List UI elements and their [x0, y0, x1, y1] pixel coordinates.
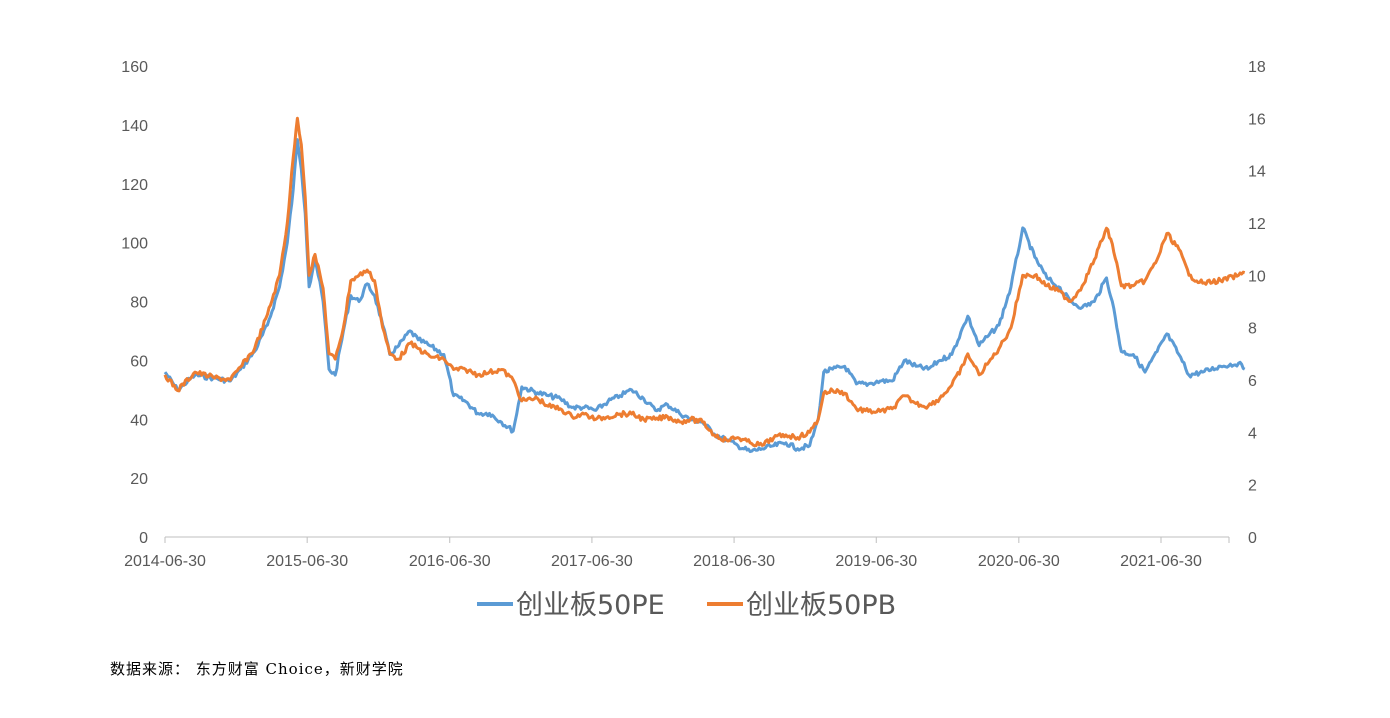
y-left-tick-label: 0: [139, 530, 148, 547]
x-tick-label: 2020-06-30: [978, 553, 1060, 570]
y-left-tick-label: 40: [130, 412, 148, 429]
y-right-tick-label: 8: [1248, 321, 1257, 338]
x-tick-label: 2019-06-30: [835, 553, 917, 570]
x-tick-label: 2018-06-30: [693, 553, 775, 570]
y-left-tick-label: 140: [121, 118, 148, 135]
y-left-tick-label: 20: [130, 471, 148, 488]
y-left-tick-label: 160: [121, 59, 148, 76]
y-left-tick-label: 60: [130, 353, 148, 370]
y-left-tick-label: 80: [130, 295, 148, 312]
series-line-pe: [163, 138, 1246, 454]
y-left-tick-label: 100: [121, 236, 148, 253]
x-tick-label: 2014-06-30: [124, 553, 206, 570]
y-right-tick-label: 12: [1248, 216, 1266, 233]
y-right-tick-label: 14: [1248, 164, 1266, 181]
y-right-tick-label: 6: [1248, 373, 1257, 390]
x-tick-label: 2017-06-30: [551, 553, 633, 570]
data-source-note: 数据来源： 东方财富 Choice，新财学院: [110, 660, 404, 678]
y-right-tick-label: 0: [1248, 530, 1257, 547]
y-right-tick-label: 16: [1248, 111, 1266, 128]
legend-label: 创业板50PE: [516, 590, 665, 621]
x-tick-label: 2015-06-30: [266, 553, 348, 570]
chart-axes: 2014-06-30 2015-06-30 2016-06-30 2017-06-30…: [121, 59, 1266, 570]
y-right-tick-label: 4: [1248, 425, 1257, 442]
series-line-pb: [163, 116, 1246, 448]
x-tick-label: 2021-06-30: [1120, 553, 1202, 570]
y-left-tick-label: 120: [121, 177, 148, 194]
y-right-tick-label: 2: [1248, 478, 1257, 495]
chart-plot-area: [163, 116, 1246, 454]
y-right-tick-label: 18: [1248, 59, 1266, 76]
x-tick-label: 2016-06-30: [409, 553, 491, 570]
legend-label: 创业板50PB: [746, 590, 896, 621]
chart-legend: 创业板50PE 创业板50PB: [477, 590, 896, 621]
y-right-tick-label: 10: [1248, 268, 1266, 285]
